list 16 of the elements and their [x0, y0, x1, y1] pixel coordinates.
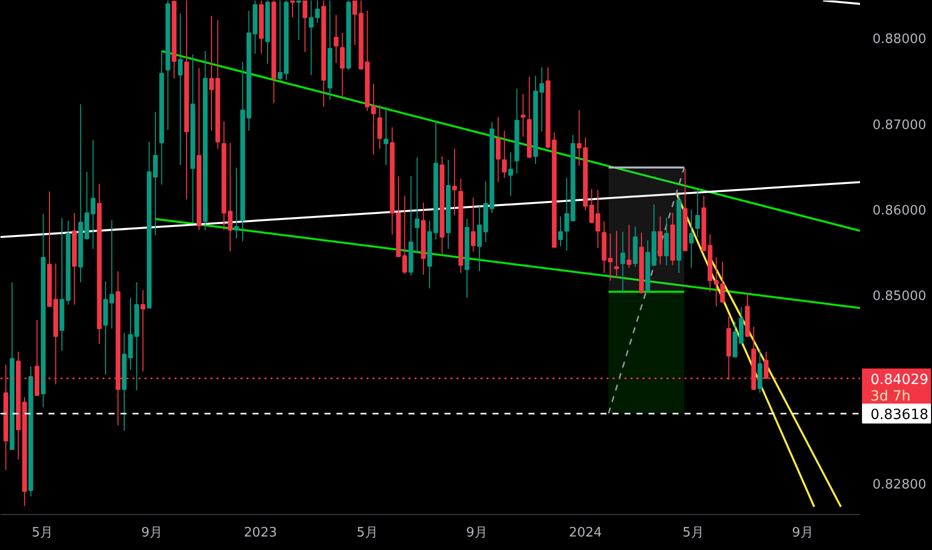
x-tick-label: 5月: [682, 526, 704, 540]
x-tick-label: 5月: [32, 526, 53, 540]
x-tick-label: 5月: [356, 526, 378, 540]
x-tick-label: 9月: [466, 526, 488, 540]
x-tick-label: 9月: [792, 526, 814, 540]
y-tick-label: 0.85000: [872, 289, 926, 304]
y-tick-label: 0.87000: [872, 118, 926, 133]
y-tick-label: 0.86000: [872, 204, 926, 219]
y-tick-label: 0.82800: [872, 478, 926, 493]
text: 3d 7h: [870, 388, 911, 404]
x-tick-label: 2024: [568, 526, 602, 540]
x-tick-label: 2023: [244, 526, 278, 540]
ref-line-label: 0.84029: [870, 372, 928, 388]
ref-line-label: 0.83618: [870, 407, 928, 424]
x-tick-label: 9月: [141, 526, 162, 540]
y-tick-label: 0.88000: [872, 32, 926, 48]
